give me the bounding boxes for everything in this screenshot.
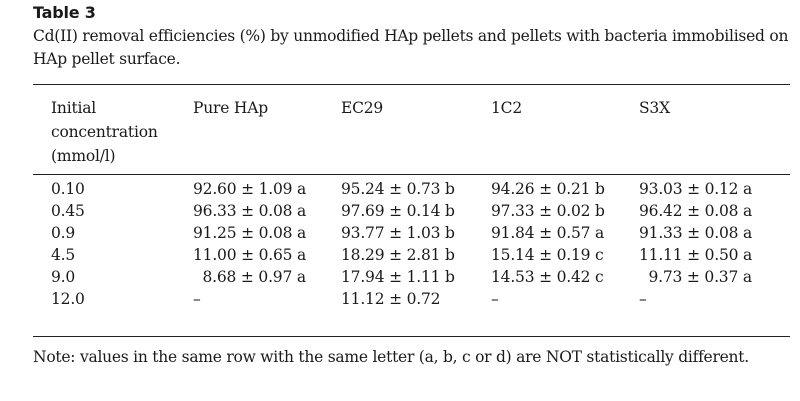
bottom-rule bbox=[33, 336, 790, 337]
cell-pure-hap: 92.60 ± 1.09 a bbox=[193, 180, 307, 198]
cell-pure-hap: 96.33 ± 0.08 a bbox=[193, 202, 307, 220]
header-line: (mmol/l) bbox=[51, 147, 116, 165]
top-rule bbox=[33, 84, 790, 85]
table-row: 0.10 92.60 ± 1.09 a 95.24 ± 0.73 b 94.26… bbox=[0, 178, 800, 200]
header-ec29: EC29 bbox=[341, 99, 384, 117]
cell-pure-hap: – bbox=[193, 290, 201, 308]
cell-s3x: 11.11 ± 0.50 a bbox=[639, 246, 753, 264]
cell-ec29: 97.69 ± 0.14 b bbox=[341, 202, 455, 220]
cell-concentration: 4.5 bbox=[51, 246, 76, 264]
cell-pure-hap: 8.68 ± 0.97 a bbox=[193, 268, 306, 286]
cell-ec29: 11.12 ± 0.72 bbox=[341, 290, 441, 308]
header-initial-concentration: Initial concentration (mmol/l) bbox=[51, 96, 158, 168]
cell-pure-hap: 11.00 ± 0.65 a bbox=[193, 246, 307, 264]
cell-concentration: 0.10 bbox=[51, 180, 85, 198]
cell-ec29: 95.24 ± 0.73 b bbox=[341, 180, 455, 198]
cell-concentration: 0.9 bbox=[51, 224, 76, 242]
header-rule bbox=[33, 174, 790, 175]
cell-1c2: 14.53 ± 0.42 c bbox=[491, 268, 604, 286]
table-row: 12.0 – 11.12 ± 0.72 – – bbox=[0, 288, 800, 310]
header-s3x: S3X bbox=[639, 99, 670, 117]
table-note: Note: values in the same row with the sa… bbox=[33, 348, 749, 366]
table-row: 0.9 91.25 ± 0.08 a 93.77 ± 1.03 b 91.84 … bbox=[0, 222, 800, 244]
cell-1c2: – bbox=[491, 290, 499, 308]
cell-concentration: 0.45 bbox=[51, 202, 85, 220]
cell-s3x: 9.73 ± 0.37 a bbox=[639, 268, 752, 286]
table-row: 9.0 8.68 ± 0.97 a 17.94 ± 1.11 b 14.53 ±… bbox=[0, 266, 800, 288]
table-row: 0.45 96.33 ± 0.08 a 97.69 ± 0.14 b 97.33… bbox=[0, 200, 800, 222]
cell-1c2: 97.33 ± 0.02 b bbox=[491, 202, 605, 220]
cell-s3x: 96.42 ± 0.08 a bbox=[639, 202, 753, 220]
cell-s3x: – bbox=[639, 290, 647, 308]
table-label: Table 3 bbox=[33, 3, 96, 22]
header-pure-hap: Pure HAp bbox=[193, 99, 268, 117]
cell-ec29: 17.94 ± 1.11 b bbox=[341, 268, 455, 286]
cell-ec29: 18.29 ± 2.81 b bbox=[341, 246, 455, 264]
cell-1c2: 94.26 ± 0.21 b bbox=[491, 180, 605, 198]
header-line: concentration bbox=[51, 123, 158, 141]
cell-1c2: 91.84 ± 0.57 a bbox=[491, 224, 605, 242]
cell-s3x: 91.33 ± 0.08 a bbox=[639, 224, 753, 242]
table-row: 4.5 11.00 ± 0.65 a 18.29 ± 2.81 b 15.14 … bbox=[0, 244, 800, 266]
cell-pure-hap: 91.25 ± 0.08 a bbox=[193, 224, 307, 242]
table-body: 0.10 92.60 ± 1.09 a 95.24 ± 0.73 b 94.26… bbox=[0, 178, 800, 310]
cell-1c2: 15.14 ± 0.19 c bbox=[491, 246, 604, 264]
header-line: Initial bbox=[51, 99, 97, 117]
cell-concentration: 12.0 bbox=[51, 290, 85, 308]
cell-ec29: 93.77 ± 1.03 b bbox=[341, 224, 455, 242]
table-caption: Cd(II) removal efficiencies (%) by unmod… bbox=[33, 27, 789, 68]
cell-s3x: 93.03 ± 0.12 a bbox=[639, 180, 753, 198]
cell-concentration: 9.0 bbox=[51, 268, 76, 286]
header-1c2: 1C2 bbox=[491, 99, 522, 117]
